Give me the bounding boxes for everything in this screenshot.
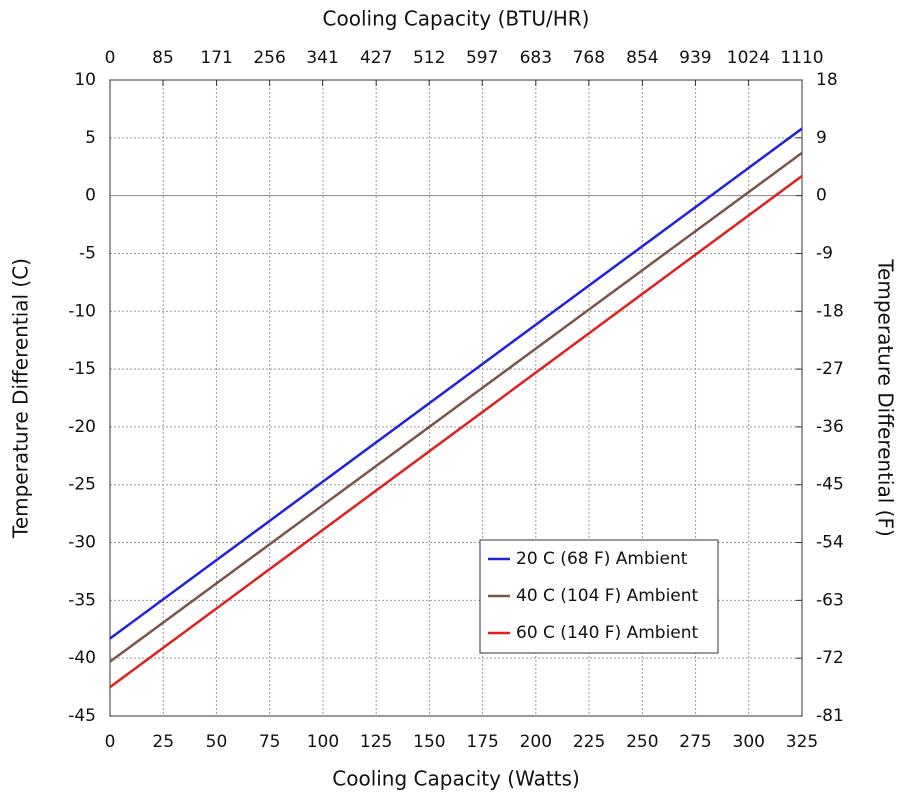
x2-tick-label: 597: [466, 48, 498, 68]
x2-tick-label: 512: [413, 48, 445, 68]
y-tick-label: -15: [68, 359, 96, 379]
x2-tick-label: 171: [200, 48, 232, 68]
legend-box: [479, 539, 719, 654]
x2-tick-label: 1110: [780, 48, 823, 68]
plot-frame: [109, 79, 803, 717]
y2-tick-label: -27: [816, 359, 844, 379]
y-tick-label: -25: [68, 475, 96, 495]
x-tick-label: 125: [360, 732, 392, 752]
y-tick-label: -10: [68, 301, 96, 321]
x2-tick-label: 85: [152, 48, 174, 68]
y-axis-label: Temperature Differential (C): [9, 258, 33, 539]
y2-tick-label: -9: [816, 243, 833, 263]
x-tick-label: 300: [733, 732, 765, 752]
x-tick-label: 275: [679, 732, 711, 752]
x-axis-label: Cooling Capacity (Watts): [332, 767, 580, 791]
legend-label: 40 C (104 F) Ambient: [516, 586, 699, 606]
y2-tick-label: -45: [816, 475, 844, 495]
x-tick-label: 150: [413, 732, 445, 752]
x2-tick-label: 256: [253, 48, 285, 68]
x2-tick-label: 427: [360, 48, 392, 68]
legend-label: 60 C (140 F) Ambient: [516, 623, 699, 643]
x-tick-label: 100: [307, 732, 339, 752]
y2-tick-label: 9: [816, 128, 827, 148]
y-tick-label: -30: [68, 533, 96, 553]
x2-tick-label: 939: [679, 48, 711, 68]
y-tick-label: -20: [68, 417, 96, 437]
series-line: [109, 174, 803, 689]
y2-tick-label: 18: [816, 70, 838, 90]
x-tick-label: 0: [105, 732, 116, 752]
legend-label: 20 C (68 F) Ambient: [516, 549, 688, 569]
y2-tick-label: -63: [816, 590, 844, 610]
series-line: [109, 127, 803, 640]
x2-tick-label: 0: [105, 48, 116, 68]
y2-axis-label: Temperature Differential (F): [874, 258, 898, 537]
x-tick-label: 75: [259, 732, 281, 752]
y2-tick-label: -36: [816, 417, 844, 437]
x2-axis-label: Cooling Capacity (BTU/HR): [323, 7, 590, 31]
y2-tick-label: -72: [816, 648, 844, 668]
y-tick-label: -5: [79, 243, 96, 263]
y2-tick-label: -18: [816, 301, 844, 321]
x2-tick-label: 341: [306, 48, 338, 68]
y-tick-label: -45: [68, 706, 96, 726]
y-tick-label: -40: [68, 648, 96, 668]
x-tick-label: 200: [520, 732, 552, 752]
y2-tick-label: -81: [816, 706, 844, 726]
x-tick-label: 250: [626, 732, 658, 752]
x-tick-label: 325: [786, 732, 818, 752]
y-tick-label: 0: [85, 186, 96, 206]
x-tick-label: 25: [152, 732, 174, 752]
x-tick-label: 50: [206, 732, 228, 752]
y-tick-label: 5: [85, 128, 96, 148]
series-line: [109, 151, 803, 663]
x-tick-label: 175: [466, 732, 498, 752]
y2-tick-label: -54: [816, 533, 844, 553]
x2-tick-label: 683: [520, 48, 552, 68]
x2-tick-label: 854: [626, 48, 658, 68]
x2-tick-label: 1024: [727, 48, 770, 68]
y2-tick-label: 0: [816, 186, 827, 206]
x2-tick-label: 768: [573, 48, 605, 68]
x-tick-label: 225: [573, 732, 605, 752]
y-tick-label: 10: [74, 70, 96, 90]
y-tick-label: -35: [68, 590, 96, 610]
